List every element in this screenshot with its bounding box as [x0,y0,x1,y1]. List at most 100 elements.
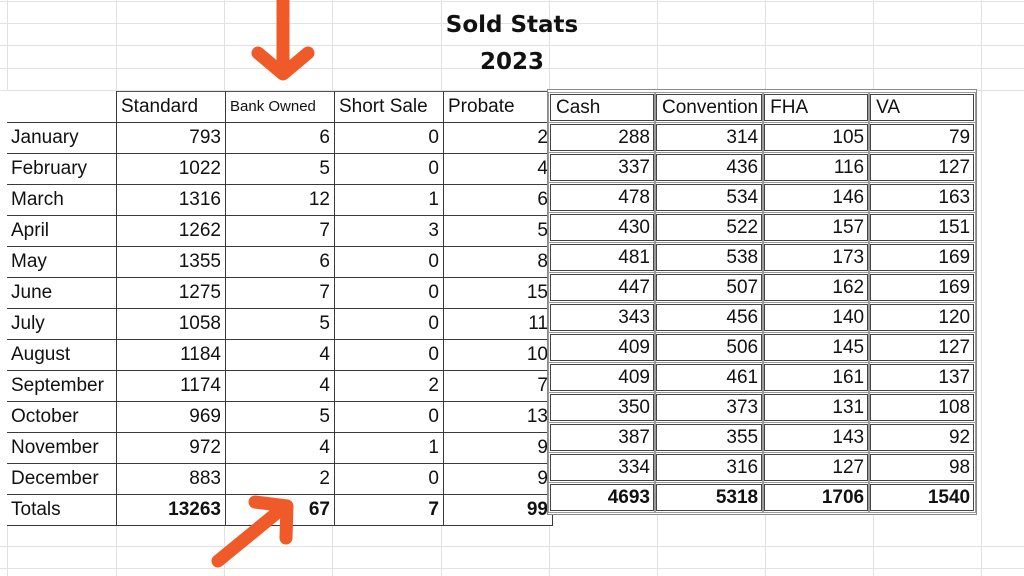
cash-cell[interactable]: 409 [548,332,656,363]
probate-cell[interactable]: 9 [443,463,553,495]
standard-cell[interactable]: 1355 [116,246,226,278]
probate-cell[interactable]: 8 [443,246,553,278]
va-cell[interactable]: 92 [868,422,977,453]
convention-cell[interactable]: 314 [653,122,765,153]
cash-cell[interactable]: 409 [548,362,656,393]
convention-cell[interactable]: 436 [653,152,765,183]
month-cell[interactable]: September [7,370,117,402]
header-bank-owned[interactable]: Bank Owned [225,91,335,123]
month-cell[interactable]: May [7,246,117,278]
va-cell[interactable]: 127 [868,152,977,183]
header-cell-blank[interactable] [7,91,117,123]
convention-cell[interactable]: 507 [653,272,765,303]
fha-cell[interactable]: 143 [762,422,871,453]
cash-cell[interactable]: 288 [548,122,656,153]
standard-cell[interactable]: 1275 [116,277,226,309]
fha-total[interactable]: 1706 [762,482,871,513]
standard-cell[interactable]: 1022 [116,153,226,185]
fha-cell[interactable]: 173 [762,242,871,273]
va-cell[interactable]: 127 [868,332,977,363]
month-cell[interactable]: October [7,401,117,433]
convention-cell[interactable]: 456 [653,302,765,333]
fha-cell[interactable]: 146 [762,182,871,213]
short-sale-cell[interactable]: 2 [334,370,444,402]
va-cell[interactable]: 120 [868,302,977,333]
va-cell[interactable]: 169 [868,272,977,303]
cash-cell[interactable]: 387 [548,422,656,453]
probate-cell[interactable]: 15 [443,277,553,309]
short-sale-cell[interactable]: 0 [334,246,444,278]
va-cell[interactable]: 98 [868,452,977,483]
month-cell[interactable]: November [7,432,117,464]
standard-cell[interactable]: 793 [116,122,226,154]
short-sale-cell[interactable]: 0 [334,122,444,154]
cash-cell[interactable]: 337 [548,152,656,183]
bank-owned-cell[interactable]: 4 [225,432,335,464]
bank-owned-cell[interactable]: 6 [225,122,335,154]
cash-cell[interactable]: 430 [548,212,656,243]
va-cell[interactable]: 151 [868,212,977,243]
probate-cell[interactable]: 2 [443,122,553,154]
convention-total[interactable]: 5318 [653,482,765,513]
short-sale-total[interactable]: 7 [334,494,444,526]
header-short-sale[interactable]: Short Sale [334,91,444,123]
va-cell[interactable]: 108 [868,392,977,423]
month-cell[interactable]: August [7,339,117,371]
cash-cell[interactable]: 343 [548,302,656,333]
short-sale-cell[interactable]: 0 [334,277,444,309]
fha-cell[interactable]: 127 [762,452,871,483]
bank-owned-cell[interactable]: 5 [225,308,335,340]
short-sale-cell[interactable]: 0 [334,401,444,433]
month-cell[interactable]: December [7,463,117,495]
short-sale-cell[interactable]: 1 [334,184,444,216]
probate-cell[interactable]: 11 [443,308,553,340]
header-va[interactable]: VA [868,92,977,123]
fha-cell[interactable]: 162 [762,272,871,303]
bank-owned-total[interactable]: 67 [225,494,335,526]
bank-owned-cell[interactable]: 2 [225,463,335,495]
va-total[interactable]: 1540 [868,482,977,513]
va-cell[interactable]: 169 [868,242,977,273]
fha-cell[interactable]: 140 [762,302,871,333]
probate-cell[interactable]: 7 [443,370,553,402]
probate-cell[interactable]: 4 [443,153,553,185]
cash-cell[interactable]: 481 [548,242,656,273]
standard-cell[interactable]: 972 [116,432,226,464]
convention-cell[interactable]: 522 [653,212,765,243]
convention-cell[interactable]: 538 [653,242,765,273]
short-sale-cell[interactable]: 0 [334,339,444,371]
month-cell[interactable]: March [7,184,117,216]
header-fha[interactable]: FHA [762,92,871,123]
bank-owned-cell[interactable]: 4 [225,370,335,402]
standard-cell[interactable]: 1058 [116,308,226,340]
short-sale-cell[interactable]: 0 [334,463,444,495]
convention-cell[interactable]: 534 [653,182,765,213]
fha-cell[interactable]: 157 [762,212,871,243]
convention-cell[interactable]: 316 [653,452,765,483]
cash-total[interactable]: 4693 [548,482,656,513]
header-probate[interactable]: Probate [443,91,553,123]
cash-cell[interactable]: 447 [548,272,656,303]
month-cell[interactable]: February [7,153,117,185]
cash-cell[interactable]: 478 [548,182,656,213]
bank-owned-cell[interactable]: 12 [225,184,335,216]
fha-cell[interactable]: 161 [762,362,871,393]
header-convention[interactable]: Convention [653,92,765,123]
fha-cell[interactable]: 105 [762,122,871,153]
bank-owned-cell[interactable]: 7 [225,277,335,309]
standard-cell[interactable]: 1262 [116,215,226,247]
bank-owned-cell[interactable]: 7 [225,215,335,247]
fha-cell[interactable]: 145 [762,332,871,363]
standard-total[interactable]: 13263 [116,494,226,526]
month-cell[interactable]: June [7,277,117,309]
probate-total[interactable]: 99 [443,494,553,526]
va-cell[interactable]: 79 [868,122,977,153]
short-sale-cell[interactable]: 0 [334,308,444,340]
bank-owned-cell[interactable]: 6 [225,246,335,278]
convention-cell[interactable]: 373 [653,392,765,423]
probate-cell[interactable]: 9 [443,432,553,464]
cash-cell[interactable]: 350 [548,392,656,423]
probate-cell[interactable]: 6 [443,184,553,216]
month-cell[interactable]: July [7,308,117,340]
cash-cell[interactable]: 334 [548,452,656,483]
